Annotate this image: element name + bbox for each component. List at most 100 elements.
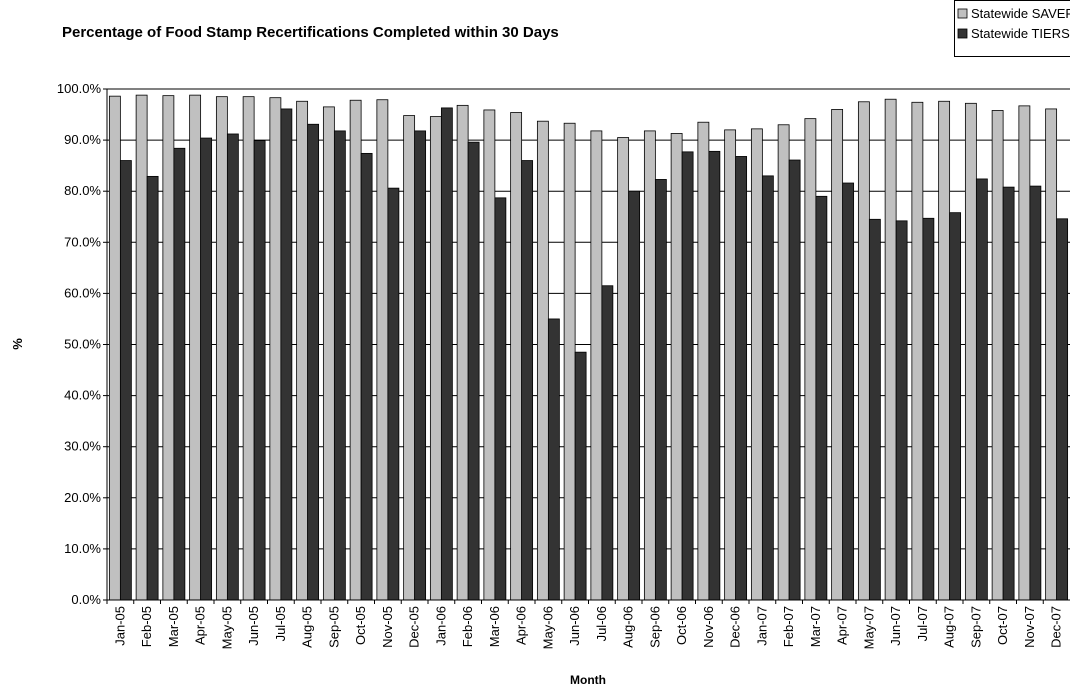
y-tick-label: 80.0% bbox=[64, 183, 101, 198]
bar bbox=[296, 100, 309, 601]
x-tick-label: Dec-06 bbox=[728, 606, 743, 648]
legend-label: Statewide TIERS bbox=[971, 26, 1070, 41]
bar bbox=[162, 95, 175, 601]
x-tick-label: Jul-07 bbox=[915, 606, 930, 641]
bar bbox=[938, 100, 951, 601]
bar bbox=[777, 124, 790, 601]
x-tick-label: Sep-05 bbox=[326, 606, 341, 648]
chart-title: Percentage of Food Stamp Recertification… bbox=[62, 24, 559, 41]
bar bbox=[975, 178, 988, 601]
bar bbox=[750, 128, 763, 601]
y-tick-label: 90.0% bbox=[64, 132, 101, 147]
bar bbox=[1056, 218, 1069, 601]
bar bbox=[189, 94, 202, 601]
x-tick-label: Jul-06 bbox=[594, 606, 609, 641]
x-tick-label: Jan-07 bbox=[754, 606, 769, 646]
y-tick-label: 70.0% bbox=[64, 234, 101, 249]
bar bbox=[269, 97, 282, 601]
bar bbox=[215, 96, 228, 601]
y-axis-title: % bbox=[10, 338, 25, 350]
bar bbox=[601, 285, 614, 601]
x-tick-label: Oct-07 bbox=[995, 606, 1010, 645]
bar bbox=[429, 116, 442, 601]
x-tick-label: Feb-05 bbox=[139, 606, 154, 647]
legend-box bbox=[954, 0, 1070, 57]
bar bbox=[360, 152, 373, 601]
bar bbox=[708, 150, 721, 601]
x-tick-label: Jan-06 bbox=[433, 606, 448, 646]
legend-swatch bbox=[957, 8, 968, 19]
x-tick-label: Jul-05 bbox=[273, 606, 288, 641]
bar bbox=[815, 195, 828, 601]
x-tick-label: Sep-07 bbox=[968, 606, 983, 648]
bar bbox=[135, 94, 148, 601]
x-tick-label: Apr-05 bbox=[193, 606, 208, 645]
x-tick-label: Mar-06 bbox=[487, 606, 502, 647]
bar bbox=[563, 122, 576, 601]
x-tick-label: May-07 bbox=[861, 606, 876, 649]
x-tick-label: Jan-05 bbox=[112, 606, 127, 646]
bar bbox=[761, 175, 774, 601]
bar bbox=[857, 101, 870, 601]
bar bbox=[670, 133, 683, 601]
bar bbox=[590, 130, 603, 601]
x-tick-label: Apr-06 bbox=[514, 606, 529, 645]
bar bbox=[521, 160, 534, 601]
bar bbox=[1018, 105, 1031, 601]
bar bbox=[333, 130, 346, 601]
bar bbox=[922, 217, 935, 601]
bar bbox=[895, 220, 908, 601]
bar bbox=[949, 212, 962, 601]
x-tick-label: Oct-05 bbox=[353, 606, 368, 645]
x-tick-label: Dec-05 bbox=[407, 606, 422, 648]
bar bbox=[842, 182, 855, 601]
bar bbox=[1045, 108, 1058, 601]
x-tick-label: Dec-07 bbox=[1049, 606, 1064, 648]
bar bbox=[574, 351, 587, 601]
bar bbox=[253, 140, 266, 601]
bar bbox=[788, 159, 801, 601]
x-tick-label: Nov-07 bbox=[1022, 606, 1037, 648]
bar bbox=[964, 102, 977, 601]
bar bbox=[440, 107, 453, 601]
bar bbox=[911, 101, 924, 601]
bar bbox=[1029, 185, 1042, 601]
bar bbox=[226, 133, 239, 601]
bar bbox=[617, 137, 630, 601]
x-tick-label: Feb-06 bbox=[460, 606, 475, 647]
bar bbox=[884, 98, 897, 601]
bar bbox=[804, 118, 817, 601]
x-tick-label: Feb-07 bbox=[781, 606, 796, 647]
bar bbox=[536, 120, 549, 601]
bar bbox=[1002, 186, 1015, 601]
bar bbox=[387, 187, 400, 601]
bar bbox=[494, 197, 507, 601]
bar bbox=[991, 110, 1004, 601]
bar bbox=[108, 95, 121, 601]
bar bbox=[467, 141, 480, 601]
x-axis-title: Month bbox=[570, 673, 606, 687]
legend-label: Statewide SAVERR bbox=[971, 6, 1070, 21]
bar bbox=[456, 104, 469, 601]
y-tick-label: 20.0% bbox=[64, 490, 101, 505]
bar bbox=[349, 99, 362, 601]
y-tick-label: 100.0% bbox=[57, 81, 102, 96]
legend-swatch bbox=[957, 28, 968, 39]
x-tick-label: Mar-05 bbox=[166, 606, 181, 647]
bar bbox=[403, 115, 416, 601]
x-tick-label: Aug-07 bbox=[942, 606, 957, 648]
bar bbox=[735, 156, 748, 601]
bar bbox=[242, 96, 255, 601]
x-tick-label: Apr-07 bbox=[835, 606, 850, 645]
x-tick-label: Nov-05 bbox=[380, 606, 395, 648]
y-tick-label: 30.0% bbox=[64, 439, 101, 454]
bar bbox=[307, 123, 320, 601]
bar bbox=[628, 190, 641, 601]
x-tick-label: Jun-05 bbox=[246, 606, 261, 646]
x-tick-label: Aug-05 bbox=[300, 606, 315, 648]
bar bbox=[643, 130, 656, 601]
bar bbox=[119, 160, 132, 601]
y-tick-label: 0.0% bbox=[71, 592, 101, 607]
bar bbox=[681, 151, 694, 601]
